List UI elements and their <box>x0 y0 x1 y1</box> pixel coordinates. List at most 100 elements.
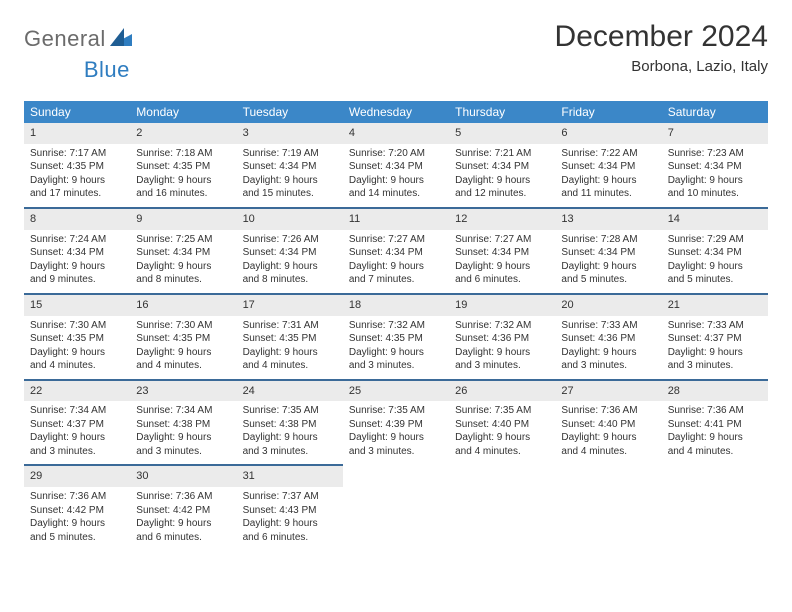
calendar-cell <box>343 465 449 550</box>
day-number: 25 <box>343 381 449 402</box>
sunset: Sunset: 4:38 PM <box>243 418 337 432</box>
day-content: Sunrise: 7:34 AMSunset: 4:38 PMDaylight:… <box>130 401 236 464</box>
daylight-line2: and 8 minutes. <box>243 273 337 287</box>
sunset: Sunset: 4:34 PM <box>243 246 337 260</box>
calendar-cell: 8Sunrise: 7:24 AMSunset: 4:34 PMDaylight… <box>24 208 130 294</box>
sunrise: Sunrise: 7:35 AM <box>349 404 443 418</box>
sunset: Sunset: 4:42 PM <box>30 504 124 518</box>
sunset: Sunset: 4:41 PM <box>668 418 762 432</box>
col-friday: Friday <box>555 101 661 123</box>
day-number: 11 <box>343 209 449 230</box>
day-number: 6 <box>555 123 661 144</box>
day-number: 27 <box>555 381 661 402</box>
sunset: Sunset: 4:35 PM <box>30 332 124 346</box>
daylight-line1: Daylight: 9 hours <box>136 431 230 445</box>
day-number: 14 <box>662 209 768 230</box>
sunrise: Sunrise: 7:35 AM <box>455 404 549 418</box>
day-number: 31 <box>237 466 343 487</box>
day-content: Sunrise: 7:31 AMSunset: 4:35 PMDaylight:… <box>237 316 343 379</box>
daylight-line1: Daylight: 9 hours <box>243 431 337 445</box>
day-content: Sunrise: 7:27 AMSunset: 4:34 PMDaylight:… <box>343 230 449 293</box>
day-number: 17 <box>237 295 343 316</box>
day-content: Sunrise: 7:36 AMSunset: 4:41 PMDaylight:… <box>662 401 768 464</box>
day-number: 23 <box>130 381 236 402</box>
daylight-line2: and 6 minutes. <box>243 531 337 545</box>
calendar-cell: 4Sunrise: 7:20 AMSunset: 4:34 PMDaylight… <box>343 123 449 208</box>
daylight-line2: and 4 minutes. <box>136 359 230 373</box>
daylight-line2: and 7 minutes. <box>349 273 443 287</box>
calendar-cell: 2Sunrise: 7:18 AMSunset: 4:35 PMDaylight… <box>130 123 236 208</box>
month-title: December 2024 <box>555 20 768 54</box>
day-number: 16 <box>130 295 236 316</box>
logo-text-general: General <box>24 26 106 52</box>
daylight-line2: and 3 minutes. <box>243 445 337 459</box>
sunset: Sunset: 4:34 PM <box>455 246 549 260</box>
day-number: 1 <box>24 123 130 144</box>
sunset: Sunset: 4:42 PM <box>136 504 230 518</box>
daylight-line2: and 4 minutes. <box>30 359 124 373</box>
calendar-cell: 10Sunrise: 7:26 AMSunset: 4:34 PMDayligh… <box>237 208 343 294</box>
day-content: Sunrise: 7:17 AMSunset: 4:35 PMDaylight:… <box>24 144 130 207</box>
calendar-cell: 11Sunrise: 7:27 AMSunset: 4:34 PMDayligh… <box>343 208 449 294</box>
sunrise: Sunrise: 7:32 AM <box>455 319 549 333</box>
day-number: 20 <box>555 295 661 316</box>
sunset: Sunset: 4:34 PM <box>30 246 124 260</box>
daylight-line2: and 3 minutes. <box>136 445 230 459</box>
calendar-cell <box>449 465 555 550</box>
logo-mark-icon <box>110 28 132 51</box>
daylight-line2: and 12 minutes. <box>455 187 549 201</box>
daylight-line2: and 3 minutes. <box>349 445 443 459</box>
day-number: 5 <box>449 123 555 144</box>
day-content: Sunrise: 7:33 AMSunset: 4:37 PMDaylight:… <box>662 316 768 379</box>
daylight-line2: and 3 minutes. <box>668 359 762 373</box>
sunset: Sunset: 4:34 PM <box>668 160 762 174</box>
sunset: Sunset: 4:34 PM <box>349 246 443 260</box>
daylight-line1: Daylight: 9 hours <box>136 346 230 360</box>
daylight-line2: and 17 minutes. <box>30 187 124 201</box>
daylight-line1: Daylight: 9 hours <box>455 346 549 360</box>
title-block: December 2024 Borbona, Lazio, Italy <box>555 20 768 75</box>
daylight-line2: and 5 minutes. <box>561 273 655 287</box>
day-number: 22 <box>24 381 130 402</box>
calendar-cell: 1Sunrise: 7:17 AMSunset: 4:35 PMDaylight… <box>24 123 130 208</box>
calendar-cell: 14Sunrise: 7:29 AMSunset: 4:34 PMDayligh… <box>662 208 768 294</box>
daylight-line1: Daylight: 9 hours <box>455 260 549 274</box>
col-tuesday: Tuesday <box>237 101 343 123</box>
day-content: Sunrise: 7:24 AMSunset: 4:34 PMDaylight:… <box>24 230 130 293</box>
daylight-line1: Daylight: 9 hours <box>30 174 124 188</box>
calendar-cell <box>555 465 661 550</box>
sunrise: Sunrise: 7:29 AM <box>668 233 762 247</box>
sunset: Sunset: 4:43 PM <box>243 504 337 518</box>
daylight-line1: Daylight: 9 hours <box>561 346 655 360</box>
calendar-cell: 15Sunrise: 7:30 AMSunset: 4:35 PMDayligh… <box>24 294 130 380</box>
daylight-line1: Daylight: 9 hours <box>243 174 337 188</box>
calendar-cell: 3Sunrise: 7:19 AMSunset: 4:34 PMDaylight… <box>237 123 343 208</box>
sunset: Sunset: 4:40 PM <box>455 418 549 432</box>
sunrise: Sunrise: 7:34 AM <box>136 404 230 418</box>
day-number: 12 <box>449 209 555 230</box>
day-content: Sunrise: 7:33 AMSunset: 4:36 PMDaylight:… <box>555 316 661 379</box>
header-row: Sunday Monday Tuesday Wednesday Thursday… <box>24 101 768 123</box>
calendar-cell: 31Sunrise: 7:37 AMSunset: 4:43 PMDayligh… <box>237 465 343 550</box>
daylight-line2: and 3 minutes. <box>561 359 655 373</box>
logo-text-blue: Blue <box>84 57 130 83</box>
daylight-line1: Daylight: 9 hours <box>243 346 337 360</box>
calendar-cell: 25Sunrise: 7:35 AMSunset: 4:39 PMDayligh… <box>343 380 449 466</box>
calendar-cell: 24Sunrise: 7:35 AMSunset: 4:38 PMDayligh… <box>237 380 343 466</box>
day-number: 7 <box>662 123 768 144</box>
daylight-line2: and 4 minutes. <box>243 359 337 373</box>
day-number: 28 <box>662 381 768 402</box>
sunrise: Sunrise: 7:20 AM <box>349 147 443 161</box>
daylight-line1: Daylight: 9 hours <box>668 260 762 274</box>
sunset: Sunset: 4:34 PM <box>243 160 337 174</box>
day-content: Sunrise: 7:36 AMSunset: 4:42 PMDaylight:… <box>130 487 236 550</box>
sunrise: Sunrise: 7:33 AM <box>561 319 655 333</box>
day-content: Sunrise: 7:34 AMSunset: 4:37 PMDaylight:… <box>24 401 130 464</box>
daylight-line2: and 16 minutes. <box>136 187 230 201</box>
day-number: 9 <box>130 209 236 230</box>
sunrise: Sunrise: 7:37 AM <box>243 490 337 504</box>
day-content: Sunrise: 7:28 AMSunset: 4:34 PMDaylight:… <box>555 230 661 293</box>
day-content: Sunrise: 7:37 AMSunset: 4:43 PMDaylight:… <box>237 487 343 550</box>
daylight-line2: and 6 minutes. <box>136 531 230 545</box>
calendar-row: 8Sunrise: 7:24 AMSunset: 4:34 PMDaylight… <box>24 208 768 294</box>
